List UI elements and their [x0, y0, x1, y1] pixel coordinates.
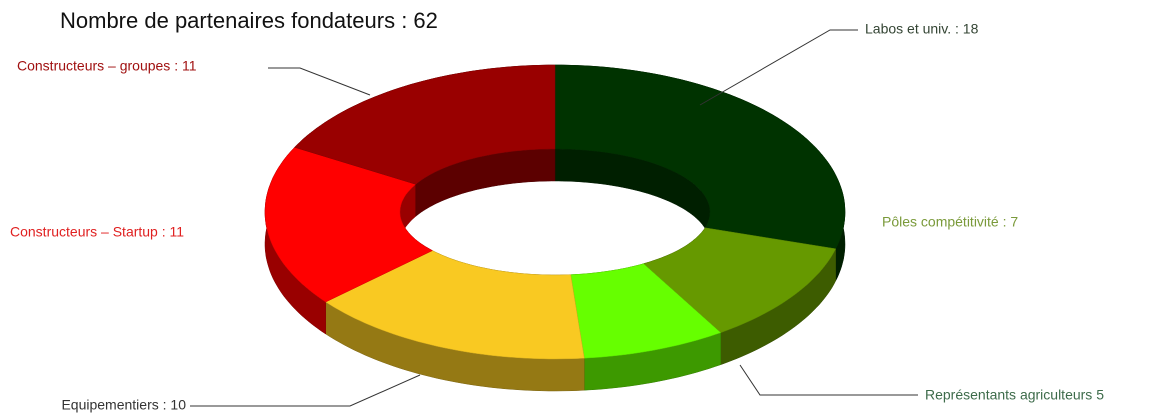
- leader-lines: [190, 29, 918, 407]
- chart-title: Nombre de partenaires fondateurs : 62: [60, 8, 438, 33]
- leader-line: [739, 364, 918, 396]
- slice: [294, 64, 556, 185]
- leader-line: [699, 29, 858, 106]
- data-label: Pôles compétitivité : 7: [882, 214, 1018, 230]
- leader-line: [268, 67, 371, 96]
- donut-tops: [264, 64, 846, 360]
- data-label: Equipementiers : 10: [61, 397, 186, 413]
- data-label: Constructeurs – groupes : 11: [17, 58, 197, 74]
- data-label: Labos et univ. : 18: [865, 21, 979, 37]
- leader-line: [190, 374, 421, 407]
- data-label: Représentants agriculteurs 5: [925, 387, 1104, 403]
- data-label: Constructeurs – Startup : 11: [10, 224, 184, 240]
